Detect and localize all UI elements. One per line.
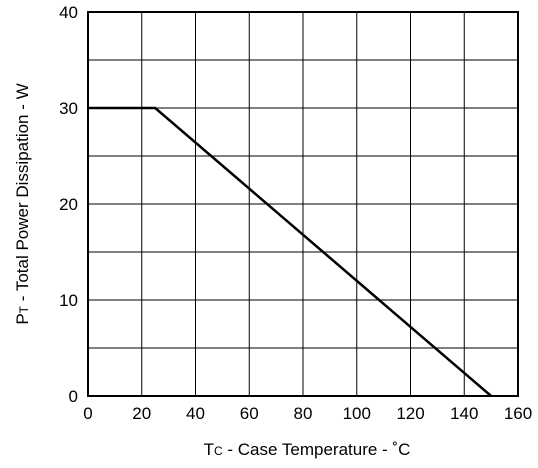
x-tick-label: 20: [132, 404, 151, 423]
y-axis-title-main: P: [13, 313, 32, 324]
x-axis-title: TC - Case Temperature - ˚C: [204, 440, 411, 459]
y-tick-label: 10: [59, 291, 78, 310]
x-tick-label: 80: [294, 404, 313, 423]
y-tick-label: 40: [59, 3, 78, 22]
x-tick-label: 140: [450, 404, 478, 423]
y-tick-label: 20: [59, 195, 78, 214]
y-axis-title: PT - Total Power Dissipation - W: [13, 83, 32, 324]
x-axis-title-main: T: [204, 440, 214, 459]
x-axis-title-subscript: C: [214, 444, 223, 458]
x-tick-label: 120: [396, 404, 424, 423]
x-tick-labels: 0 20 40 60 80 100 120 140 160: [83, 404, 532, 423]
series-group: [88, 106, 492, 397]
y-tick-label: 30: [59, 99, 78, 118]
grid: [87, 11, 519, 397]
x-tick-label: 0: [83, 404, 92, 423]
y-tick-labels: 0 10 20 30 40: [59, 3, 78, 406]
y-axis-title-subscript: T: [17, 305, 31, 313]
x-tick-label: 160: [504, 404, 532, 423]
y-tick-label: 0: [69, 387, 78, 406]
series-line: [88, 106, 492, 397]
x-axis-title-rest: - Case Temperature - ˚C: [223, 440, 411, 459]
y-axis-title-rest: - Total Power Dissipation - W: [13, 83, 32, 306]
x-tick-label: 40: [186, 404, 205, 423]
x-tick-label: 60: [240, 404, 259, 423]
plot-frame: [87, 11, 519, 397]
x-tick-label: 100: [343, 404, 371, 423]
